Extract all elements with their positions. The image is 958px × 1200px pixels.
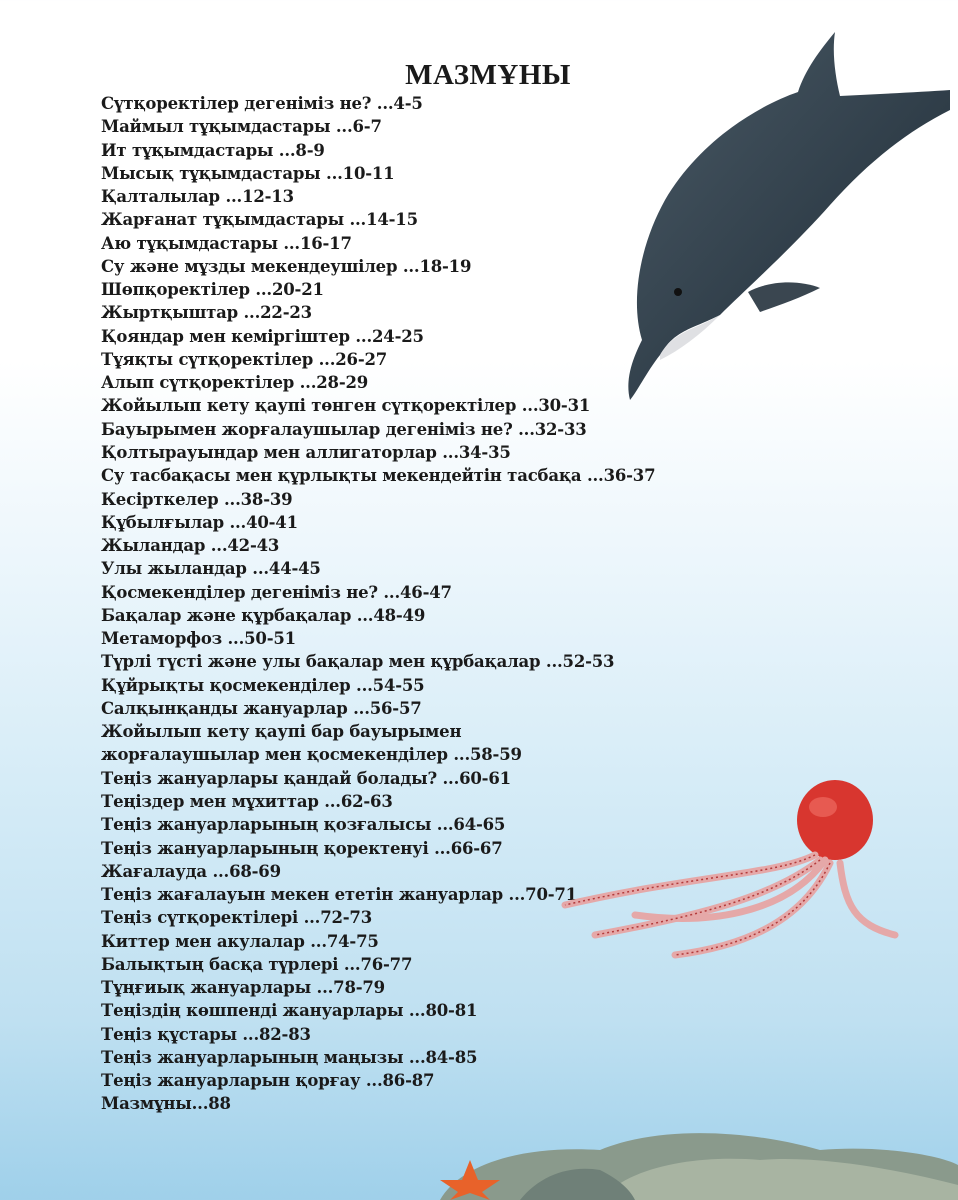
- octopus-illustration: [561, 780, 899, 959]
- toc-entry: Улы жыландар ...44-45: [101, 559, 321, 579]
- toc-entry: Шөпқоректілер ...20-21: [101, 280, 324, 300]
- toc-entry: Теңіз жануарларын қорғау ...86-87: [101, 1071, 435, 1091]
- toc-entry: Салқынқанды жануарлар ...56-57: [101, 698, 422, 718]
- toc-entry: Қояндар мен кеміргіштер ...24-25: [101, 326, 424, 346]
- page-title: МАЗМҰНЫ: [405, 59, 571, 92]
- table-of-contents: Сүтқоректілер дегеніміз не? ...4-5 Маймыл…: [101, 92, 656, 1116]
- toc-entry: Жыртқыштар ...22-23: [101, 303, 312, 323]
- toc-entry: Сүтқоректілер дегеніміз не? ...4-5: [101, 94, 423, 113]
- toc-entry: Алып сүтқоректілер ...28-29: [101, 373, 369, 393]
- toc-entry: Теңіз жануарларының қоректенуі ...66-67: [101, 838, 503, 858]
- toc-entry: Мысық тұқымдастары ...10-11: [101, 163, 395, 183]
- toc-entry: Түрлі түсті және улы бақалар мен құрбақа…: [101, 652, 615, 672]
- toc-entry: Су тасбақасы мен құрлықты мекендейтін та…: [101, 466, 656, 486]
- toc-entry: Құбылғылар ...40-41: [101, 512, 298, 532]
- toc-entry: Қалталылар ...12-13: [101, 187, 294, 207]
- toc-entry: Балықтың басқа түрлері ...76-77: [101, 954, 413, 974]
- toc-entry: Теңіз сүтқоректілері ...72-73: [101, 908, 372, 928]
- toc-entry: Аю тұқымдастары ...16-17: [101, 233, 352, 253]
- toc-entry: Жойылып кету қаупі бар бауырымен: [101, 722, 462, 742]
- dolphin-illustration: [628, 32, 950, 400]
- toc-entry: Теңіз жануарларының қозғалысы ...64-65: [101, 815, 506, 835]
- toc-entry: Теңіз жағалауын мекен ететін жануарлар .…: [101, 885, 577, 905]
- toc-entry: Бауырымен жорғалаушылар дегеніміз не? ..…: [101, 419, 587, 439]
- toc-entry: Ит тұқымдастары ...8-9: [101, 140, 325, 160]
- toc-entry: Қолтырауындар мен аллигаторлар ...34-35: [101, 442, 511, 462]
- toc-entry: Теңіздер мен мұхиттар ...62-63: [101, 791, 393, 811]
- toc-entry: Кесірткелер ...38-39: [101, 489, 293, 509]
- toc-entry: Тұяқты сүтқоректілер ...26-27: [101, 349, 388, 369]
- toc-entry: жорғалаушылар мен қосмекенділер ...58-59: [101, 745, 522, 765]
- seabed-illustration: [440, 1133, 958, 1200]
- toc-entry: Бақалар және құрбақалар ...48-49: [101, 605, 426, 625]
- toc-entry: Жойылып кету қаупі төнген сүтқоректілер …: [101, 396, 591, 416]
- toc-entry: Теңіз жануарлары қандай болады? ...60-61: [101, 768, 511, 788]
- toc-entry: Жыландар ...42-43: [101, 536, 280, 556]
- toc-entry: Метаморфоз ...50-51: [101, 629, 296, 649]
- starfish-icon: [440, 1160, 500, 1200]
- toc-entry: Мазмұны...88: [101, 1094, 231, 1114]
- toc-entry: Теңіздің көшпенді жануарлары ...80-81: [101, 1001, 478, 1021]
- toc-entry: Тұңғиық жануарлары ...78-79: [101, 978, 385, 998]
- toc-entry: Киттер мен акулалар ...74-75: [101, 931, 379, 951]
- toc-entry: Қосмекенділер дегеніміз не? ...46-47: [101, 582, 452, 602]
- toc-entry: Теңіз жануарларының маңызы ...84-85: [101, 1047, 478, 1067]
- toc-entry: Жағалауда ...68-69: [101, 861, 281, 881]
- toc-entry: Су және мұзды мекендеушілер ...18-19: [101, 256, 472, 276]
- toc-entry: Маймыл тұқымдастары ...6-7: [101, 117, 382, 137]
- toc-entry: Жарғанат тұқымдастары ...14-15: [101, 210, 418, 230]
- toc-entry: Теңіз құстары ...82-83: [101, 1024, 311, 1044]
- toc-entry: Құйрықты қосмекенділер ...54-55: [101, 675, 425, 695]
